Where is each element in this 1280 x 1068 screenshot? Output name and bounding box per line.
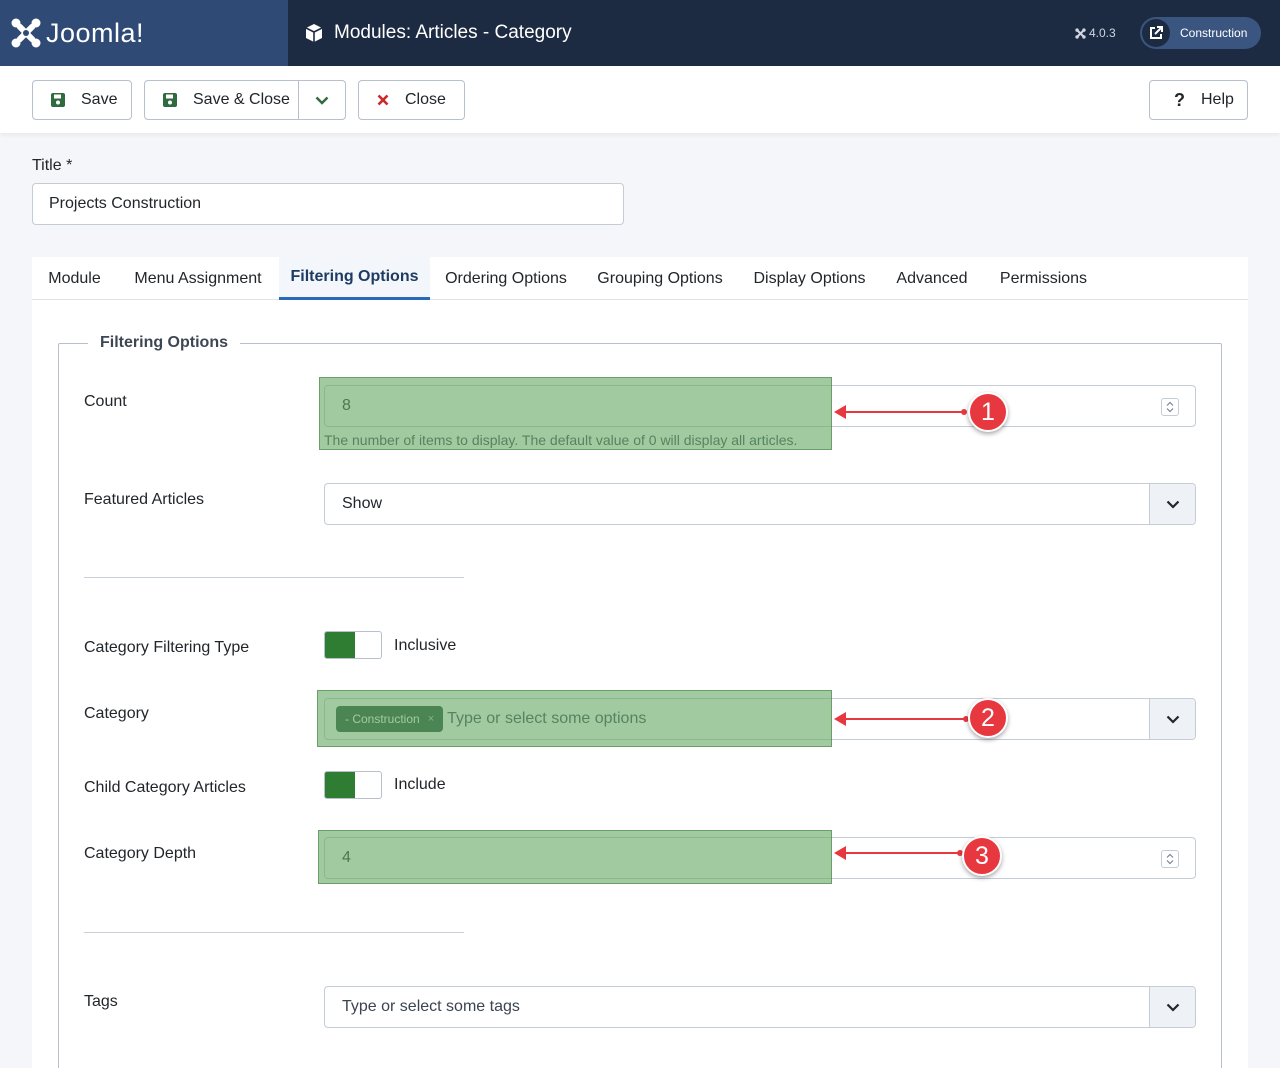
chevron-down-icon <box>1149 484 1195 524</box>
page-title: Modules: Articles - Category <box>304 0 572 66</box>
tab-module[interactable]: Module <box>48 269 101 287</box>
site-name: Construction <box>1180 26 1248 40</box>
fieldset-legend: Filtering Options <box>88 334 240 352</box>
question-icon: ? <box>1174 89 1185 110</box>
tab-bar: Module Menu Assignment Filtering Options… <box>32 257 1248 300</box>
annotation-badge: 3 <box>962 836 1002 876</box>
category-depth-input[interactable]: 4 <box>324 837 1196 879</box>
save-close-button[interactable]: Save & Close <box>144 80 346 120</box>
tags-label: Tags <box>84 993 118 1010</box>
title-input[interactable] <box>32 183 624 225</box>
module-edit-panel: Module Menu Assignment Filtering Options… <box>32 257 1248 1068</box>
chevron-down-icon <box>315 96 329 105</box>
brand-name: Joomla! <box>46 17 145 48</box>
switch-knob <box>325 772 355 798</box>
category-filtering-type-value: Inclusive <box>394 637 457 654</box>
tab-permissions[interactable]: Permissions <box>999 269 1088 287</box>
category-depth-value: 4 <box>342 849 351 866</box>
tab-advanced[interactable]: Advanced <box>896 269 968 287</box>
switch-knob <box>325 632 355 658</box>
category-depth-label: Category Depth <box>84 845 197 862</box>
child-category-articles-switch[interactable] <box>324 771 382 799</box>
category-chip-label: - Construction <box>345 712 420 726</box>
joomla-small-icon <box>1075 27 1086 39</box>
joomla-logo-icon <box>11 18 41 48</box>
split-divider <box>298 81 299 119</box>
annotation-badge: 2 <box>968 698 1008 738</box>
chevron-down-icon <box>1149 699 1195 739</box>
title-label: Title * <box>32 157 73 174</box>
tags-placeholder[interactable]: Type or select some tags <box>342 998 520 1015</box>
tab-filtering-options[interactable]: Filtering Options <box>279 257 430 300</box>
page-title-text: Modules: Articles - Category <box>334 22 572 43</box>
remove-chip-icon[interactable]: × <box>427 713 435 725</box>
close-label: Close <box>405 91 446 108</box>
category-chip[interactable]: - Construction × <box>336 706 444 732</box>
featured-articles-select[interactable]: Show <box>324 483 1196 525</box>
count-input[interactable]: 8 <box>324 385 1196 427</box>
filtering-fieldset <box>58 343 1222 1068</box>
joomla-logo[interactable]: Joomla! <box>0 0 288 66</box>
app-header: Joomla! Modules: Articles - Category 4.0… <box>0 0 1280 66</box>
toolbar: Save Save & Close Close ? Help <box>0 66 1280 133</box>
category-filtering-type-label: Category Filtering Type <box>84 639 250 656</box>
module-cube-icon <box>305 24 323 42</box>
count-label: Count <box>84 393 127 410</box>
category-placeholder[interactable]: Type or select some options <box>447 710 647 727</box>
version-text: 4.0.3 <box>1089 26 1116 40</box>
tags-select[interactable]: Type or select some tags <box>324 986 1196 1028</box>
floppy-disk-icon <box>163 93 177 107</box>
tab-grouping-options[interactable]: Grouping Options <box>597 269 723 287</box>
floppy-disk-icon <box>51 93 65 107</box>
number-spinner-icon[interactable] <box>1161 850 1179 868</box>
annotation-badge: 1 <box>968 392 1008 432</box>
tab-display-options[interactable]: Display Options <box>753 269 866 287</box>
save-label: Save <box>81 91 118 108</box>
category-label: Category <box>84 705 149 722</box>
close-button[interactable]: Close <box>358 80 465 120</box>
section-divider <box>84 577 464 578</box>
save-close-label: Save & Close <box>193 91 290 108</box>
external-link-icon <box>1142 19 1170 47</box>
featured-articles-label: Featured Articles <box>84 491 205 508</box>
featured-articles-value: Show <box>342 495 383 512</box>
child-category-articles-value: Include <box>394 776 446 793</box>
close-icon <box>377 94 389 106</box>
section-divider <box>84 932 464 933</box>
view-site-button[interactable]: Construction <box>1140 17 1261 49</box>
number-spinner-icon[interactable] <box>1161 398 1179 416</box>
count-help-text: The number of items to display. The defa… <box>324 432 798 448</box>
count-value: 8 <box>342 397 351 414</box>
help-label: Help <box>1201 91 1234 108</box>
tab-menu-assignment[interactable]: Menu Assignment <box>134 269 262 287</box>
category-filtering-type-switch[interactable] <box>324 631 382 659</box>
chevron-down-icon <box>1149 987 1195 1027</box>
tab-ordering-options[interactable]: Ordering Options <box>445 269 567 287</box>
help-button[interactable]: ? Help <box>1149 80 1248 120</box>
save-button[interactable]: Save <box>32 80 132 120</box>
save-options-dropdown[interactable] <box>299 81 345 119</box>
version-badge: 4.0.3 <box>1075 26 1116 40</box>
child-category-articles-label: Child Category Articles <box>84 779 246 796</box>
category-select[interactable]: - Construction × Type or select some opt… <box>324 698 1196 740</box>
